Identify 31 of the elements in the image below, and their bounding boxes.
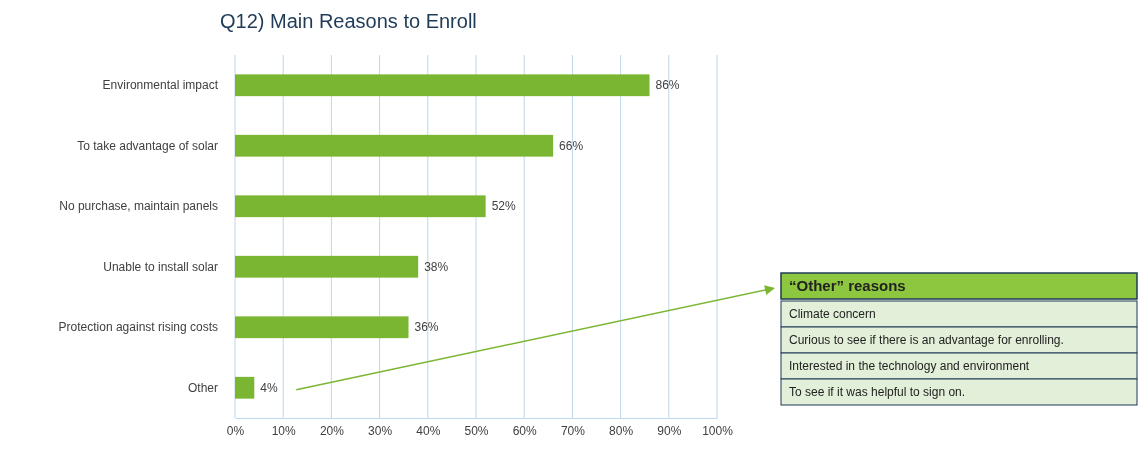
notes-table: “Other” reasons Climate concern Curious to see if there is an advantage for enrolling. Interested in the technology and environment To see if it was helpful to sign on. (780, 272, 1138, 406)
y-tick-label: Other (187, 380, 218, 395)
data-label: 38% (424, 259, 449, 274)
data-label: 52% (491, 199, 516, 214)
bar (235, 74, 650, 97)
x-tick-label: 70% (560, 423, 586, 438)
data-label: 4% (260, 380, 278, 395)
bar (235, 134, 554, 157)
x-tick-label: 100% (702, 423, 734, 438)
data-label: 66% (559, 138, 584, 153)
y-tick-label: Unable to install solar (103, 259, 218, 274)
x-tick-label: 0% (226, 423, 245, 438)
x-tick-label: 30% (368, 423, 393, 438)
x-tick-label: 50% (464, 423, 489, 438)
x-tick-label: 20% (319, 423, 345, 438)
y-tick-label: Protection against rising costs (58, 320, 218, 335)
bar (235, 316, 409, 339)
bar (235, 195, 486, 218)
x-tick-label: 40% (416, 423, 441, 438)
x-tick-label: 80% (609, 423, 634, 438)
y-tick-label: Environmental impact (102, 78, 219, 93)
data-label: 86% (655, 78, 680, 93)
x-tick-label: 90% (657, 423, 682, 438)
chart-title: Q12) Main Reasons to Enroll (220, 10, 477, 32)
data-label: 36% (414, 320, 439, 335)
bar (235, 376, 255, 399)
x-tick-label: 60% (512, 423, 538, 438)
x-tick-label: 10% (271, 423, 297, 438)
y-tick-label: To take advantage of solar (77, 138, 218, 153)
bar (235, 255, 419, 278)
y-tick-label: No purchase, maintain panels (59, 199, 218, 214)
